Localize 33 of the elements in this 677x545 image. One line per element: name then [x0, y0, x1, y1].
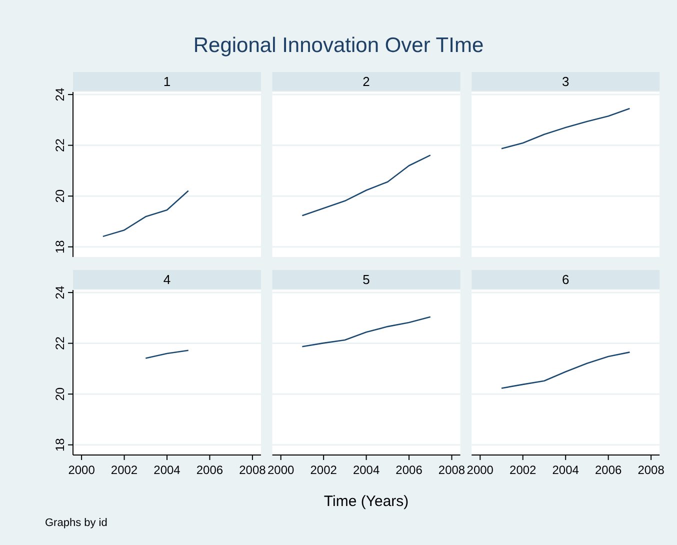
x-tick-label: 2006 [196, 463, 224, 477]
x-tick-label: 2004 [352, 463, 380, 477]
x-tick-label: 2004 [552, 463, 580, 477]
y-tick-label: 18 [53, 240, 67, 254]
y-tick-label: 22 [53, 138, 67, 152]
chart-subtitle: 5 [362, 272, 370, 287]
y-tick-label: 24 [53, 286, 67, 300]
x-tick-label: 2008 [239, 463, 266, 477]
chart-subtitle: 4 [163, 272, 171, 287]
x-axis-title: Time (Years) [324, 493, 409, 510]
x-tick-label: 2008 [638, 463, 665, 477]
y-tick-label: 20 [53, 387, 67, 401]
x-tick-label: 2000 [466, 463, 494, 477]
y-tick-label: 22 [53, 336, 67, 350]
x-tick-label: 2002 [510, 463, 537, 477]
x-tick-label: 2000 [267, 463, 295, 477]
x-tick-label: 2006 [396, 463, 423, 477]
x-tick-label: 2008 [438, 463, 466, 477]
x-tick-label: 2000 [68, 463, 96, 477]
chart-subtitle: 1 [163, 74, 171, 89]
y-tick-label: 18 [53, 438, 67, 452]
x-tick-label: 2002 [310, 463, 338, 477]
line-series [102, 190, 190, 238]
y-tick-label: 20 [53, 189, 67, 203]
y-tick-label: 24 [53, 88, 67, 102]
text: Graphs by id [45, 517, 108, 529]
text: Regional Innovation Over TIme [193, 34, 484, 57]
x-tick-label: 2002 [110, 463, 138, 477]
chart-subtitle: 2 [362, 74, 370, 89]
chart-subtitle: 3 [562, 74, 570, 89]
chart-subtitle: 6 [562, 272, 570, 287]
x-tick-label: 2004 [154, 463, 181, 477]
x-tick-label: 2006 [594, 463, 622, 477]
